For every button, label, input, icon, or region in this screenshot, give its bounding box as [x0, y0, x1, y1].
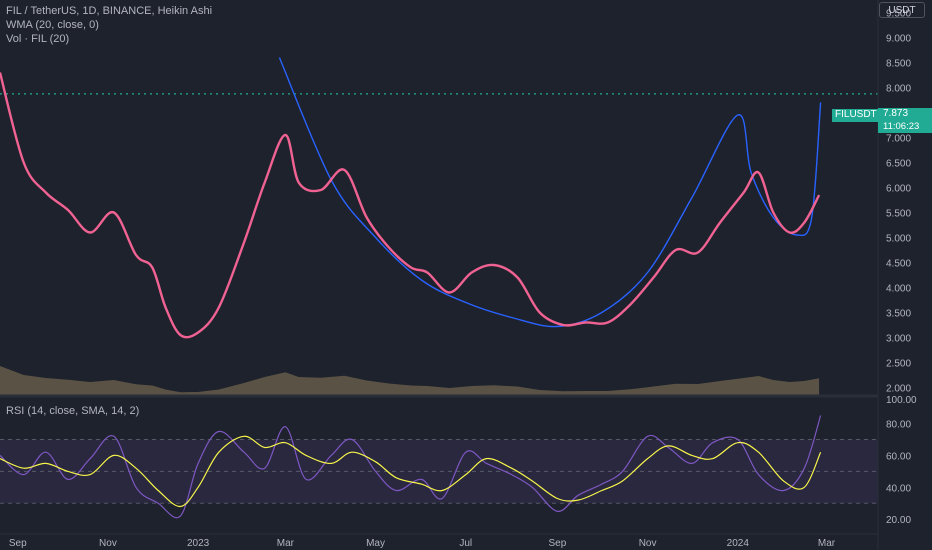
volume-area-shape — [0, 366, 820, 395]
time-tick-label: Nov — [99, 538, 117, 549]
time-tick-label: Nov — [639, 538, 657, 549]
rsi-legend[interactable]: RSI (14, close, SMA, 14, 2) — [6, 405, 140, 417]
currency-button[interactable]: USDT — [879, 2, 925, 18]
rsi-series — [0, 415, 822, 519]
price-tick-label: 8.500 — [886, 59, 911, 70]
countdown-tag: 11:06:23 — [878, 121, 932, 133]
rsi-band — [0, 438, 878, 504]
rsi-tick-label: 20.00 — [886, 515, 911, 526]
price-tick-label: 2.000 — [886, 384, 911, 395]
rsi-line — [0, 415, 822, 519]
time-tick-label: 2023 — [187, 538, 210, 549]
price-tick-label: 3.500 — [886, 309, 911, 320]
price-tick-label: 5.500 — [886, 209, 911, 220]
rsi-tick-label: 60.00 — [886, 451, 911, 462]
volume-area — [0, 366, 820, 395]
rsi-tick-label: 80.00 — [886, 420, 911, 431]
price-tick-label: 9.000 — [886, 34, 911, 45]
volume-legend[interactable]: Vol · FIL (20) — [6, 33, 70, 45]
price-tick-label: 9.500 — [886, 9, 911, 20]
time-tick-label: Mar — [818, 538, 836, 549]
price-tick-label: 3.000 — [886, 334, 911, 345]
price-tick-label: 6.500 — [886, 159, 911, 170]
time-tick-label: Sep — [9, 538, 27, 549]
price-tick-label: 8.000 — [886, 84, 911, 95]
price-tick-label: 4.500 — [886, 259, 911, 270]
rsi-tick-label: 40.00 — [886, 483, 911, 494]
price-series — [0, 57, 878, 339]
symbol-legend[interactable]: FIL / TetherUS, 1D, BINANCE, Heikin Ashi — [6, 5, 213, 17]
wma-line — [0, 72, 821, 339]
time-tick-label: 2024 — [727, 538, 750, 549]
price-tick-label: 6.000 — [886, 184, 911, 195]
price-tick-label: 5.000 — [886, 234, 911, 245]
price-tick-label: 7.000 — [886, 134, 911, 145]
wma-legend[interactable]: WMA (20, close, 0) — [6, 19, 99, 31]
symbol-price-tag: FILUSDT — [832, 109, 878, 122]
last-price-tag: 7.873 — [878, 108, 932, 121]
time-tick-label: May — [366, 538, 385, 549]
time-tick-label: Sep — [549, 538, 567, 549]
price-tick-label: 4.000 — [886, 284, 911, 295]
price-tick-label: 2.500 — [886, 359, 911, 370]
rsi-tick-label: 100.00 — [886, 395, 917, 406]
rsi-ma-line — [0, 435, 822, 508]
time-tick-label: Jul — [459, 538, 472, 549]
time-tick-label: Mar — [277, 538, 295, 549]
